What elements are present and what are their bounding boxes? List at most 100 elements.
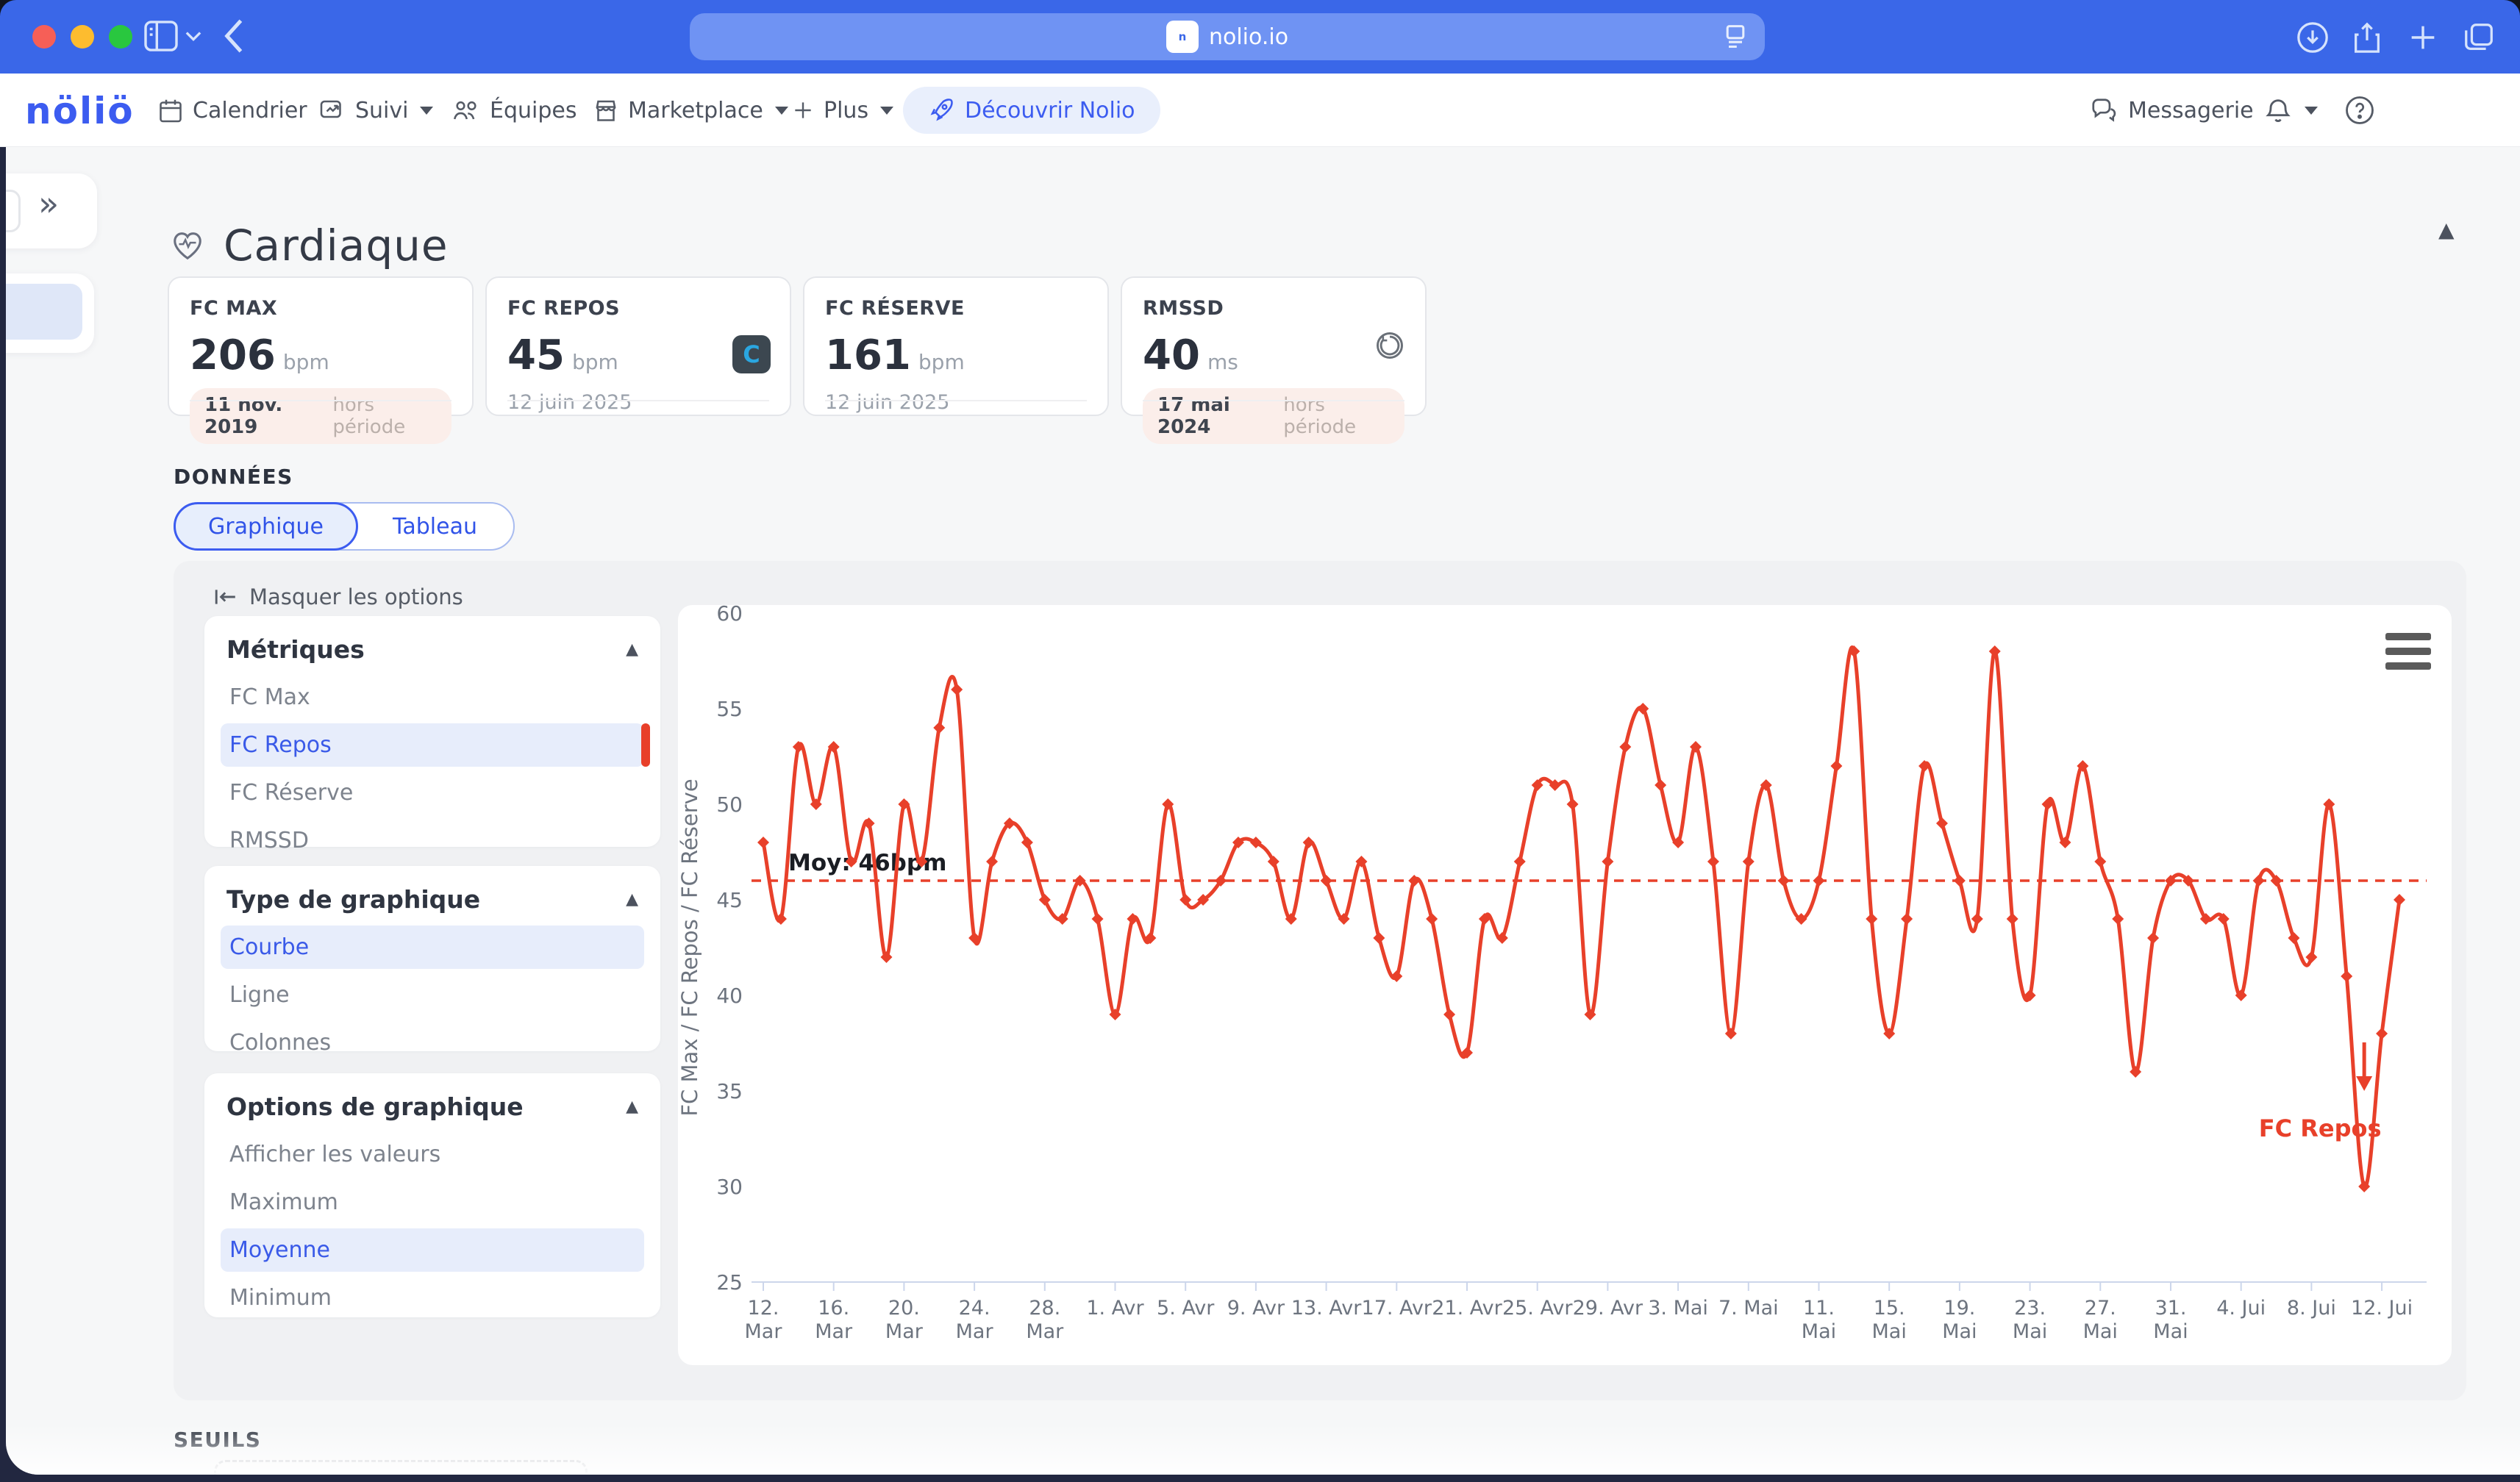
- tab-graphique[interactable]: Graphique: [174, 502, 358, 551]
- out-of-period-badge: 11 nov. 2019 hors période: [190, 388, 451, 444]
- seuils-section-label: SEUILS: [174, 1428, 261, 1452]
- svg-text:12. Jui: 12. Jui: [2351, 1297, 2413, 1320]
- address-bar[interactable]: n nolio.io: [690, 13, 1765, 60]
- rocket-icon: [928, 97, 954, 124]
- svg-text:Mai: Mai: [2153, 1320, 2188, 1343]
- nav-item-calendrier[interactable]: Calendrier: [157, 74, 307, 147]
- metric-card-fc-reserve: FC RÉSERVE 161 bpm 12 juin 2025: [803, 276, 1109, 416]
- history-icon: [1374, 329, 1406, 365]
- metric-label: FC MAX: [190, 297, 451, 320]
- chevron-down-icon: [2305, 107, 2318, 115]
- section-title: Options de graphique: [226, 1092, 524, 1121]
- svg-text:19.: 19.: [1943, 1297, 1975, 1320]
- svg-text:8. Jui: 8. Jui: [2287, 1297, 2336, 1320]
- nav-item-messagerie[interactable]: Messagerie: [2088, 74, 2254, 147]
- notifications-button[interactable]: [2263, 74, 2318, 147]
- expand-sidebar-button[interactable]: »: [38, 184, 59, 223]
- svg-text:16.: 16.: [818, 1297, 849, 1320]
- metric-card-fc-repos: FC REPOS 45 bpm 12 juin 2025 C: [485, 276, 791, 416]
- svg-text:31.: 31.: [2155, 1297, 2187, 1320]
- discover-label: Découvrir Nolio: [965, 98, 1135, 124]
- nav-item-marketplace[interactable]: Marketplace: [593, 74, 788, 147]
- help-button[interactable]: [2344, 74, 2375, 147]
- charttype-option-courbe[interactable]: Courbe: [221, 926, 644, 969]
- chevron-down-icon: [880, 107, 893, 115]
- svg-text:27.: 27.: [2085, 1297, 2116, 1320]
- collapse-section-icon[interactable]: ▲: [626, 890, 638, 909]
- svg-text:Mar: Mar: [1026, 1320, 1064, 1343]
- svg-text:30: 30: [716, 1175, 743, 1199]
- chart-card: 6055504540353025FC Max / FC Repos / FC R…: [678, 605, 2452, 1365]
- nolio-favicon: n: [1166, 21, 1199, 53]
- close-window-button[interactable]: [32, 25, 56, 49]
- chart-options-section-card: Options de graphique ▲ Afficher les vale…: [204, 1073, 660, 1317]
- zoom-window-button[interactable]: [109, 25, 132, 49]
- svg-text:13. Avr: 13. Avr: [1291, 1297, 1362, 1320]
- hide-options-button[interactable]: Masquer les options: [214, 584, 463, 609]
- chartopt-maximum[interactable]: Maximum: [221, 1181, 644, 1224]
- collapsed-menu-panel: [6, 273, 94, 353]
- metric-date: 12 juin 2025: [825, 391, 1087, 414]
- metric-option-fc-repos[interactable]: FC Repos: [221, 723, 644, 767]
- metric-option-rmssd[interactable]: RMSSD: [221, 819, 644, 862]
- new-tab-icon[interactable]: [2406, 21, 2440, 57]
- svg-text:11.: 11.: [1803, 1297, 1835, 1320]
- sidebar-partial-button[interactable]: [6, 190, 21, 232]
- svg-text:15.: 15.: [1874, 1297, 1905, 1320]
- chart-context-menu-button[interactable]: [2385, 633, 2431, 670]
- nav-item-plus[interactable]: Plus: [791, 74, 893, 147]
- selected-series-indicator: [641, 723, 650, 767]
- heart-pulse-icon: [171, 229, 204, 262]
- card-divider: [507, 400, 769, 401]
- metric-option-fc-max[interactable]: FC Max: [221, 676, 644, 719]
- selected-menu-stub[interactable]: [6, 284, 82, 340]
- collapse-section-icon[interactable]: ▲: [626, 1098, 638, 1116]
- svg-text:55: 55: [716, 697, 743, 721]
- calendar-icon: [157, 97, 184, 124]
- nolio-logo[interactable]: nöliö: [25, 90, 135, 132]
- collapse-section-icon[interactable]: ▲: [626, 640, 638, 659]
- collapse-section-button[interactable]: ▲: [2438, 218, 2455, 242]
- metric-card-fc-max: FC MAX 206 bpm 11 nov. 2019 hors période: [168, 276, 474, 416]
- svg-text:7. Mai: 7. Mai: [1718, 1297, 1779, 1320]
- svg-text:40: 40: [716, 984, 743, 1008]
- svg-text:17. Avr: 17. Avr: [1362, 1297, 1432, 1320]
- add-threshold-dropzone[interactable]: [214, 1460, 588, 1475]
- sidebar-chevron-icon[interactable]: [185, 31, 201, 46]
- metric-value: 161: [825, 332, 911, 379]
- metric-label: FC RÉSERVE: [825, 297, 1087, 320]
- metric-date: 12 juin 2025: [507, 391, 769, 414]
- sidebar-toggle-icon[interactable]: [144, 21, 178, 54]
- reader-view-icon[interactable]: [1722, 24, 1749, 53]
- metric-card-rmssd: RMSSD 40 ms 17 mai 2024 hors période: [1121, 276, 1427, 416]
- tab-tableau[interactable]: Tableau: [357, 504, 513, 549]
- metric-option-fc-reserve[interactable]: FC Réserve: [221, 771, 644, 815]
- content-sheet: » Cardiaque ▲ FC MAX 206 bpm 11 nov. 201…: [6, 147, 2520, 1475]
- downloads-icon[interactable]: [2296, 21, 2330, 57]
- chartopt-afficher-valeurs[interactable]: Afficher les valeurs: [221, 1133, 644, 1176]
- metric-label: RMSSD: [1143, 297, 1404, 320]
- tab-overview-icon[interactable]: [2462, 21, 2496, 57]
- svg-text:45: 45: [716, 888, 743, 912]
- help-icon: [2344, 95, 2375, 126]
- back-button-icon[interactable]: [222, 18, 244, 57]
- svg-text:25. Avr: 25. Avr: [1502, 1297, 1573, 1320]
- minimize-window-button[interactable]: [71, 25, 94, 49]
- svg-text:3. Mai: 3. Mai: [1648, 1297, 1708, 1320]
- browser-titlebar: n nolio.io: [0, 0, 2520, 74]
- svg-text:28.: 28.: [1029, 1297, 1060, 1320]
- svg-text:24.: 24.: [959, 1297, 990, 1320]
- team-icon: [451, 97, 481, 124]
- charttype-option-colonnes[interactable]: Colonnes: [221, 1021, 644, 1064]
- donnees-section-label: DONNÉES: [174, 465, 293, 489]
- share-icon[interactable]: [2350, 21, 2384, 57]
- section-title: Type de graphique: [226, 885, 480, 914]
- svg-text:Mai: Mai: [1872, 1320, 1907, 1343]
- discover-nolio-button[interactable]: Découvrir Nolio: [903, 87, 1160, 134]
- charttype-option-ligne[interactable]: Ligne: [221, 973, 644, 1017]
- chartopt-moyenne[interactable]: Moyenne: [221, 1228, 644, 1272]
- nav-item-suivi[interactable]: Suivi: [318, 74, 433, 147]
- chartopt-minimum[interactable]: Minimum: [221, 1276, 644, 1320]
- metric-unit: bpm: [572, 350, 618, 374]
- nav-item-equipes[interactable]: Équipes: [451, 74, 577, 147]
